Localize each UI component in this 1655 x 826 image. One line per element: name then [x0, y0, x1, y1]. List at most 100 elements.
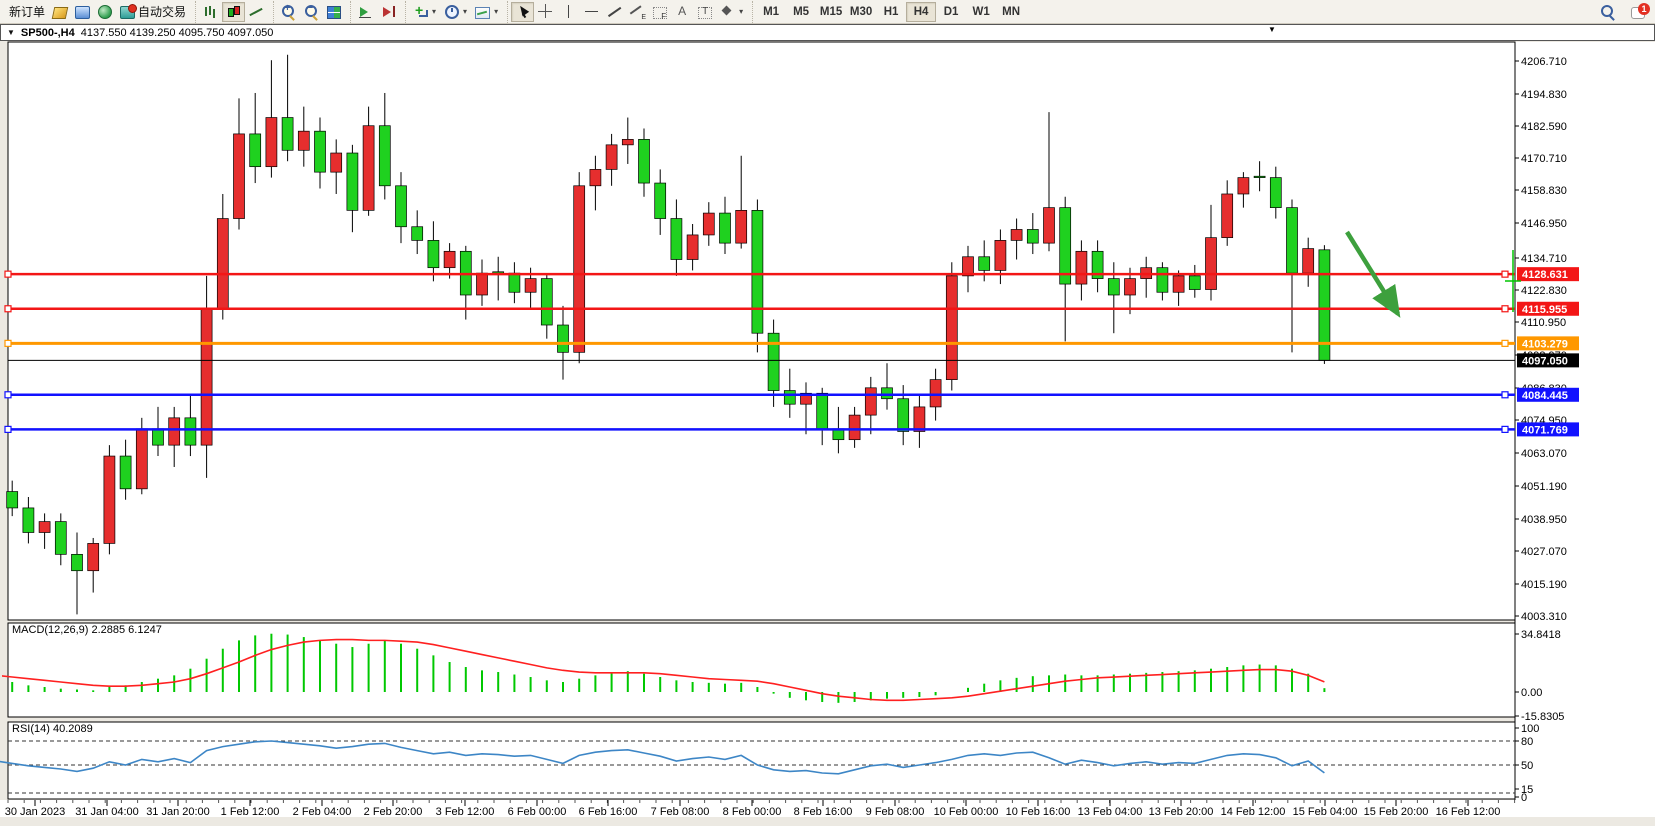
macd-scale-label: -15.8305 — [1521, 711, 1564, 723]
crosshair-button[interactable] — [534, 2, 557, 22]
bars-button[interactable] — [199, 2, 222, 22]
timeframe-button-MN[interactable]: MN — [996, 2, 1026, 22]
periods-button[interactable]: ▾ — [440, 2, 471, 22]
new-order-button[interactable]: 新订单 — [5, 2, 49, 22]
trendline-button[interactable] — [603, 2, 626, 22]
candle — [427, 221, 440, 282]
candle — [1205, 204, 1217, 301]
time-axis-area[interactable] — [0, 800, 1655, 817]
zoom-in-button[interactable] — [277, 2, 300, 22]
candlestick-series — [0, 54, 1331, 615]
search-button[interactable] — [1596, 2, 1619, 22]
price-axis-area[interactable] — [1515, 42, 1655, 800]
horizontal-level-line[interactable]: 4115.955 — [4, 301, 1579, 316]
hline-button[interactable] — [580, 2, 603, 22]
candle — [22, 497, 35, 544]
candle — [1318, 245, 1331, 364]
horizontal-level-line[interactable]: 4071.769 — [4, 422, 1579, 437]
time-tick-label: 7 Feb 08:00 — [651, 806, 710, 818]
candle — [1237, 172, 1250, 208]
candle — [233, 98, 245, 230]
signals-button[interactable] — [94, 2, 116, 22]
object-anchor-triangle-icon[interactable]: ▼ — [1268, 25, 1276, 34]
macd-label: MACD(12,26,9) 2.2885 6.1247 — [12, 624, 162, 636]
time-tick-label: 10 Feb 00:00 — [934, 806, 999, 818]
time-tick-label: 14 Feb 12:00 — [1221, 806, 1286, 818]
candle — [1091, 240, 1104, 293]
channel-button[interactable] — [626, 2, 649, 22]
candle — [168, 406, 181, 467]
timeframe-button-M5[interactable]: M5 — [786, 2, 816, 22]
trend-arrow-annotation[interactable] — [1345, 230, 1401, 318]
dropdown-caret-icon[interactable]: ▾ — [432, 7, 437, 16]
template-button[interactable]: ▾ — [471, 2, 502, 22]
macd-pane[interactable] — [7, 622, 1516, 718]
dropdown-caret-icon[interactable]: ▾ — [739, 7, 744, 16]
shift-button[interactable] — [377, 2, 400, 22]
candle — [1156, 262, 1169, 301]
chat-button[interactable]: 1 — [1627, 2, 1650, 22]
indicators-button[interactable]: ▾ — [409, 2, 440, 22]
candle — [962, 245, 974, 293]
toolbar-group-trade: 新订单 自动交易 — [2, 1, 193, 23]
candle — [395, 172, 407, 244]
horizontal-level-line[interactable]: 4103.279 — [4, 336, 1579, 351]
candle — [1026, 213, 1039, 255]
price-tick-label: 4182.590 — [1521, 121, 1567, 133]
time-tick-label: 8 Feb 00:00 — [723, 806, 782, 818]
quote-bar[interactable]: ▼ SP500-,H4 4137.550 4139.250 4095.750 4… — [0, 24, 1655, 41]
price-tick-label: 4134.710 — [1521, 253, 1567, 265]
zoom-out-button[interactable] — [300, 2, 323, 22]
timeframe-button-W1[interactable]: W1 — [966, 2, 996, 22]
horizontal-level-line[interactable]: 4128.631 — [4, 267, 1579, 282]
price-tick-label: 4206.710 — [1521, 56, 1567, 68]
candle — [330, 139, 343, 194]
candle — [281, 54, 294, 162]
line-icon — [249, 4, 264, 19]
candle — [881, 363, 893, 410]
notification-badge: 1 — [1638, 2, 1650, 15]
current-price-line: 4097.050 — [8, 353, 1579, 368]
market-watch-button[interactable] — [71, 2, 94, 22]
timeframe-button-D1[interactable]: D1 — [936, 2, 966, 22]
indicators-icon — [413, 2, 429, 19]
timeframe-button-M1[interactable]: M1 — [756, 2, 786, 22]
line-button[interactable] — [245, 2, 268, 22]
svg-text:4115.955: 4115.955 — [1522, 304, 1567, 316]
candles-button[interactable] — [222, 1, 246, 22]
bars-icon — [203, 4, 218, 19]
time-tick-label: 2 Feb 20:00 — [364, 806, 423, 818]
timeframe-button-H4[interactable]: H4 — [906, 1, 937, 22]
one-click-collapse-icon[interactable]: ▼ — [7, 28, 15, 37]
autoscroll-button[interactable] — [354, 2, 377, 22]
candle — [800, 382, 812, 435]
text-button[interactable] — [671, 2, 694, 22]
dropdown-caret-icon[interactable]: ▾ — [463, 7, 468, 16]
vline-button[interactable] — [557, 2, 580, 22]
fibo-button[interactable] — [649, 2, 671, 22]
candle — [686, 224, 699, 271]
autotrading-button[interactable]: 自动交易 — [116, 2, 190, 22]
chat-icon: 1 — [1631, 2, 1650, 19]
time-tick-label: 8 Feb 16:00 — [794, 806, 853, 818]
horizontal-level-line[interactable]: 4084.445 — [4, 387, 1579, 402]
price-tick-label: 4110.950 — [1521, 317, 1566, 329]
candle — [6, 480, 19, 517]
candle — [1221, 180, 1234, 246]
vline-icon — [561, 4, 576, 19]
cursor-button[interactable] — [511, 1, 535, 22]
gold-box-button[interactable] — [49, 2, 71, 22]
price-level-badge — [1517, 387, 1579, 402]
dropdown-caret-icon[interactable]: ▾ — [494, 7, 499, 16]
timeframe-button-M15[interactable]: M15 — [816, 2, 846, 22]
tile-button[interactable] — [323, 2, 345, 22]
rsi-scale-label: 100 — [1521, 723, 1539, 735]
candle — [0, 440, 2, 506]
arrows-button[interactable]: ▾ — [716, 2, 747, 22]
timeframe-button-M30[interactable]: M30 — [846, 2, 876, 22]
timeframe-button-H1[interactable]: H1 — [876, 2, 906, 22]
rsi-pane[interactable] — [7, 721, 1516, 800]
label-button[interactable] — [694, 2, 716, 22]
